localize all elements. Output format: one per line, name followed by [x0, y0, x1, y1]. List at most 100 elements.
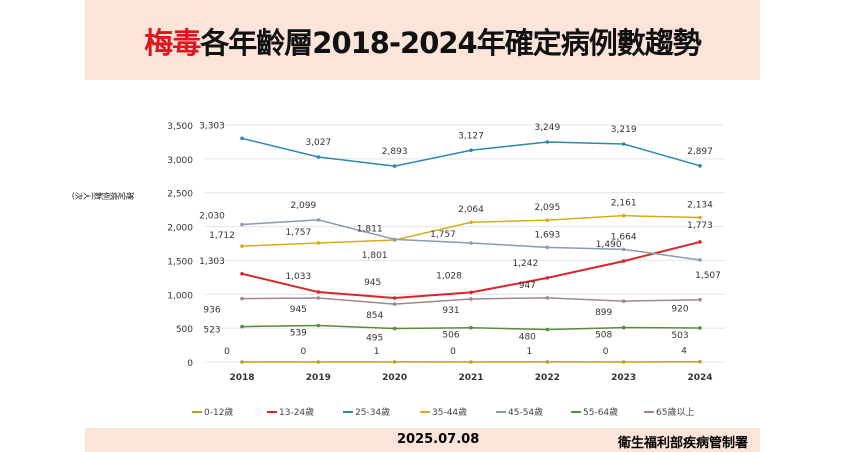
- title-banner: [85, 0, 760, 80]
- data-label: 1,801: [362, 251, 388, 261]
- data-label: 2,893: [382, 147, 408, 157]
- data-label: 506: [442, 331, 459, 341]
- legend-label: 0-12歲: [204, 408, 234, 418]
- title-highlight: 梅毒: [144, 26, 201, 60]
- legend-item: 45-54歲: [496, 405, 543, 418]
- x-tick-label: 2020: [382, 373, 407, 383]
- data-point: [621, 247, 626, 252]
- data-label: 945: [290, 305, 307, 315]
- legend-item: 55-64歲: [571, 405, 618, 418]
- data-point: [545, 245, 550, 250]
- data-label: 1,757: [285, 228, 311, 238]
- legend-swatch: [571, 410, 581, 413]
- y-tick-label: 2,000: [167, 224, 193, 234]
- data-point: [316, 323, 321, 328]
- x-tick-label: 2019: [306, 373, 331, 383]
- data-label: 936: [203, 306, 220, 316]
- data-label: 1,507: [695, 271, 721, 281]
- data-point: [545, 296, 550, 300]
- data-point: [240, 271, 244, 276]
- data-label: 2,897: [687, 147, 713, 157]
- y-tick-label: 3,500: [167, 122, 193, 132]
- data-label: 0: [300, 347, 306, 357]
- data-point: [240, 244, 244, 248]
- data-point: [621, 325, 626, 330]
- data-point: [240, 136, 244, 141]
- data-label: 1,303: [199, 257, 225, 267]
- data-point: [240, 360, 244, 364]
- data-label: 0: [224, 347, 230, 357]
- data-point: [698, 359, 702, 364]
- footer-source: 衛生福利部疾病管制署: [617, 436, 748, 451]
- data-point: [316, 241, 321, 245]
- data-point: [698, 326, 702, 330]
- legend-label: 13-24歲: [279, 408, 315, 418]
- data-label: 539: [290, 329, 307, 339]
- legend-label: 25-34歲: [355, 408, 391, 418]
- data-label: 920: [671, 305, 688, 315]
- data-label: 3,219: [611, 125, 637, 135]
- data-point: [316, 360, 321, 364]
- data-point: [316, 155, 321, 159]
- data-point: [240, 324, 244, 329]
- y-tick-label: 0: [187, 359, 193, 369]
- y-tick-label: 1,000: [167, 291, 193, 301]
- legend-item: 25-34歲: [343, 405, 390, 418]
- data-point: [240, 296, 244, 301]
- data-label: 2,064: [458, 205, 484, 215]
- data-label: 2,095: [534, 203, 560, 213]
- data-label: 495: [366, 333, 383, 343]
- data-label: 1,242: [512, 259, 538, 269]
- data-point: [698, 297, 702, 302]
- footer-date: 2025.07.08: [397, 432, 480, 447]
- data-label: 503: [671, 331, 688, 341]
- data-point: [469, 220, 473, 225]
- legend-label: 55-64歲: [583, 408, 619, 418]
- y-tick-label: 500: [176, 325, 193, 335]
- legend-item: 65歲以上: [644, 405, 694, 418]
- data-point: [621, 299, 626, 303]
- data-label: 1,028: [436, 271, 462, 281]
- data-label: 1,664: [611, 232, 637, 242]
- x-tick-label: 2024: [687, 373, 712, 383]
- data-label: 0: [450, 347, 456, 357]
- x-tick-label: 2023: [611, 373, 636, 383]
- legend-label: 45-54歲: [508, 408, 544, 418]
- data-label: 1,490: [596, 240, 622, 250]
- data-point: [469, 325, 473, 330]
- data-label: 1,693: [534, 230, 560, 240]
- data-label: 508: [595, 331, 612, 341]
- data-label: 1,773: [687, 221, 713, 231]
- x-tick-label: 2021: [458, 373, 483, 383]
- data-point: [469, 241, 473, 245]
- legend-swatch: [496, 410, 506, 413]
- data-point: [545, 327, 550, 332]
- data-point: [698, 164, 702, 168]
- data-point: [392, 360, 397, 364]
- data-label: 1,757: [430, 230, 456, 240]
- legend-label: 35-44歲: [432, 408, 468, 418]
- data-point: [545, 276, 550, 280]
- data-point: [621, 259, 626, 263]
- data-point: [392, 326, 397, 331]
- data-label: 480: [519, 332, 536, 342]
- data-label: 2,161: [611, 199, 637, 209]
- data-point: [621, 142, 626, 146]
- data-point: [240, 222, 244, 227]
- data-label: 945: [364, 278, 381, 288]
- y-tick-label: 1,500: [167, 257, 193, 267]
- title-rest: 各年齡層2018-2024年確定病例數趨勢: [200, 26, 701, 60]
- data-label: 4: [681, 347, 687, 357]
- data-point: [621, 213, 626, 218]
- data-label: 0: [603, 347, 609, 357]
- y-axis-label: 確定病例數(人次): [72, 192, 135, 201]
- legend-swatch: [644, 410, 654, 413]
- data-point: [316, 290, 321, 294]
- data-point: [392, 164, 397, 168]
- data-label: 899: [595, 308, 612, 318]
- data-point: [545, 140, 550, 144]
- legend-item: 0-12歲: [192, 405, 233, 418]
- data-point: [698, 240, 702, 244]
- data-label: 2,099: [290, 201, 316, 211]
- data-point: [469, 148, 473, 153]
